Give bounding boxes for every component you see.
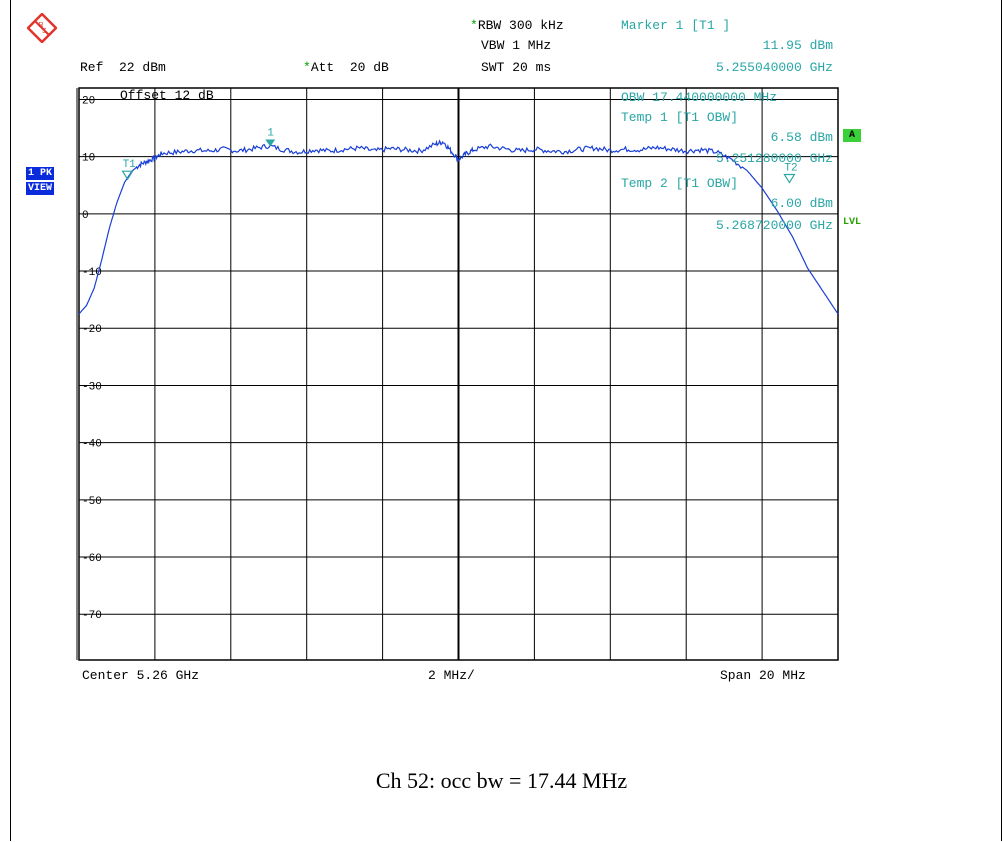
swt-setting: SWT 20 ms: [481, 60, 552, 75]
marker-t2-label: T2: [784, 163, 797, 175]
ref-level: Ref 22 dBm: [80, 60, 166, 75]
marker-1-triangle: [265, 139, 276, 147]
y-tick-label: 10: [82, 153, 95, 165]
temp2-title: Temp 2 [T1 OBW]: [621, 176, 738, 191]
trace-a-badge: A: [843, 129, 862, 142]
marker-t1-triangle: [121, 170, 134, 181]
marker-title: Marker 1 [T1 ]: [621, 18, 731, 33]
temp1-frequency: 5.251280000 GHz: [716, 151, 833, 166]
rbw-star: *: [470, 18, 478, 33]
caption: Ch 52: occ bw = 17.44 MHz: [375, 768, 628, 793]
view-badge: VIEW: [26, 182, 55, 195]
att-setting: *Att 20 dB: [303, 60, 389, 75]
trace-mode-badge: 1 PK: [26, 167, 55, 180]
offset-label: Offset 12 dB: [120, 88, 214, 103]
svg-text:R: R: [39, 22, 44, 29]
spectrum-trace: [78, 139, 839, 315]
y-tick-label: -40: [82, 439, 102, 451]
y-tick-label: -20: [82, 324, 102, 336]
marker-frequency: 5.255040000 GHz: [715, 60, 833, 75]
y-tick-label: 20: [82, 95, 95, 107]
temp1-level: 6.58 dBm: [771, 130, 834, 145]
marker-t2-triangle: [783, 173, 796, 184]
svg-text:S: S: [42, 28, 47, 35]
temp2-level: 6.00 dBm: [771, 196, 834, 211]
att-star: *: [303, 60, 311, 75]
marker-t1-label: T1: [123, 159, 137, 171]
rbw-value: RBW 300 kHz: [477, 18, 564, 33]
page-frame: [10, 0, 1002, 841]
vbw-setting: VBW 1 MHz: [481, 38, 552, 53]
y-tick-label: -50: [82, 496, 102, 508]
temp1-title: Temp 1 [T1 OBW]: [621, 110, 738, 125]
rohde-schwarz-logo: R S: [27, 13, 57, 43]
frequency-division: 2 MHz/: [428, 668, 475, 683]
marker-level: 11.95 dBm: [762, 38, 833, 53]
center-frequency: Center 5.26 GHz: [82, 668, 200, 683]
y-tick-label: -60: [82, 553, 102, 565]
y-tick-label: -30: [82, 381, 102, 393]
att-value: Att 20 dB: [310, 60, 389, 75]
lvl-indicator: LVL: [843, 217, 862, 228]
obw-readout: OBW 17.440000000 MHz: [621, 90, 777, 105]
rbw-setting: *RBW 300 kHz: [470, 18, 564, 33]
span-setting: Span 20 MHz: [720, 668, 806, 683]
temp2-frequency: 5.268720000 GHz: [716, 218, 833, 233]
y-tick-label: 0: [82, 210, 89, 222]
y-tick-label: -70: [82, 610, 102, 622]
marker-1-label: 1: [267, 127, 274, 139]
